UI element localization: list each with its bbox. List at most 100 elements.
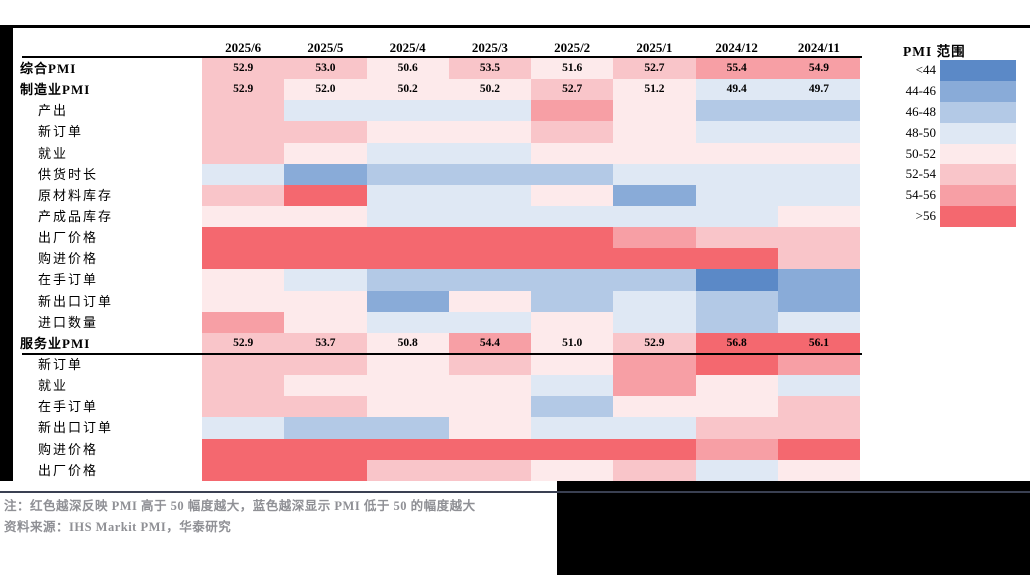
heatmap-cell [202, 248, 285, 270]
table-row: 制造业PMI 52.9 52.0 50.2 50.2 52.7 51.2 49.4 49.7 [14, 79, 860, 101]
footer-separator-line [0, 491, 1030, 493]
heatmap-cell [202, 311, 285, 333]
heatmap-cell [284, 438, 367, 460]
heatmap-cell [777, 100, 860, 122]
heatmap-cell [202, 353, 285, 376]
heatmap-cell [777, 353, 860, 376]
heatmap-cell [695, 121, 778, 143]
heatmap-cell [531, 375, 614, 397]
heatmap-cell [284, 205, 367, 228]
heatmap-cell [613, 248, 696, 270]
row-label: 在手订单 [14, 269, 202, 291]
row-label: 综合PMI [14, 58, 202, 80]
heatmap-cell [448, 290, 531, 312]
heatmap-cell [695, 269, 778, 291]
footer-black-area [557, 481, 1030, 575]
heatmap-cell [777, 375, 860, 397]
table-row: 新出口订单 [14, 417, 860, 439]
row-label: 出厂价格 [14, 459, 202, 481]
heatmap-body: 综合PMI 52.9 53.0 50.6 53.5 51.6 52.7 55.4 54.9 制造业… [14, 58, 860, 481]
legend-item: 46-48 [872, 101, 1016, 123]
heatmap-cell [531, 227, 614, 249]
row-label: 购进价格 [14, 438, 202, 460]
heatmap-cell [366, 396, 449, 418]
heatmap-cell [613, 100, 696, 122]
heatmap-cell: 53.7 [284, 332, 367, 354]
table-row: 购进价格 [14, 438, 860, 460]
heatmap-cell [366, 311, 449, 333]
heatmap-cell: 52.9 [202, 79, 285, 101]
heatmap-cell [284, 311, 367, 333]
heatmap-cell [202, 227, 285, 249]
legend-item: 48-50 [872, 122, 1016, 144]
heatmap-cell [531, 184, 614, 206]
legend-color-swatch [940, 80, 1016, 102]
heatmap-cell [202, 269, 285, 291]
heatmap-cell [777, 290, 860, 312]
heatmap-cell [284, 290, 367, 312]
column-header: 2025/2 [554, 40, 591, 55]
row-label: 产成品库存 [14, 205, 202, 228]
row-label: 供货时长 [14, 163, 202, 185]
heatmap-cell [284, 163, 367, 185]
heatmap-cell [695, 417, 778, 439]
heatmap-cell [531, 269, 614, 291]
legend-color-swatch [940, 164, 1016, 186]
row-label: 新订单 [14, 121, 202, 143]
column-header: 2025/1 [636, 40, 673, 55]
table-row: 购进价格 [14, 248, 860, 270]
heatmap-cell [284, 459, 367, 481]
row-label: 新出口订单 [14, 417, 202, 439]
heatmap-cell: 53.5 [448, 58, 531, 80]
heatmap-cell [284, 269, 367, 291]
heatmap-cell [777, 417, 860, 439]
heatmap-cell [613, 227, 696, 249]
heatmap-cell [202, 100, 285, 122]
heatmap-cell [448, 248, 531, 270]
heatmap-cell [366, 142, 449, 164]
heatmap-cell [613, 205, 696, 228]
heatmap-cell [695, 438, 778, 460]
heatmap-cell: 56.8 [695, 332, 778, 354]
legend-item: >56 [872, 206, 1016, 228]
legend-item-label: 44-46 [905, 82, 936, 98]
heatmap-cell [777, 438, 860, 460]
heatmap-cell [613, 290, 696, 312]
heatmap-cell [777, 142, 860, 164]
heatmap-cell: 55.4 [695, 58, 778, 80]
legend: <44 44-46 46-48 48-50 50-52 52-54 54-56 >56 [872, 60, 1016, 228]
heatmap-cell [613, 311, 696, 333]
heatmap-cell [531, 142, 614, 164]
table-row: 供货时长 [14, 163, 860, 185]
heatmap-cell: 51.6 [531, 58, 614, 80]
table-row: 在手订单 [14, 269, 860, 291]
heatmap-cell [366, 248, 449, 270]
heatmap-cell [366, 438, 449, 460]
legend-item-label: >56 [915, 208, 936, 224]
heatmap-cell [448, 417, 531, 439]
heatmap-cell: 52.7 [531, 79, 614, 101]
header-underline [22, 56, 862, 58]
heatmap-cell: 50.2 [366, 79, 449, 101]
heatmap-cell [284, 396, 367, 418]
heatmap-cell [448, 121, 531, 143]
heatmap-cell [366, 375, 449, 397]
figure-top-border [0, 25, 1030, 28]
table-row: 出厂价格 [14, 459, 860, 481]
heatmap-cell [777, 269, 860, 291]
heatmap-cell [695, 100, 778, 122]
heatmap-cell: 52.0 [284, 79, 367, 101]
heatmap-cell: 53.0 [284, 58, 367, 80]
heatmap-cell [613, 184, 696, 206]
table-row: 产成品库存 [14, 205, 860, 228]
heatmap-cell: 54.4 [448, 332, 531, 354]
heatmap-cell: 54.9 [777, 58, 860, 80]
heatmap-cell [448, 227, 531, 249]
heatmap-cell: 52.9 [202, 58, 285, 80]
heatmap-cell [695, 248, 778, 270]
heatmap-cell [284, 184, 367, 206]
legend-color-swatch [940, 60, 1016, 81]
heatmap-cell [531, 290, 614, 312]
heatmap-cell [531, 417, 614, 439]
